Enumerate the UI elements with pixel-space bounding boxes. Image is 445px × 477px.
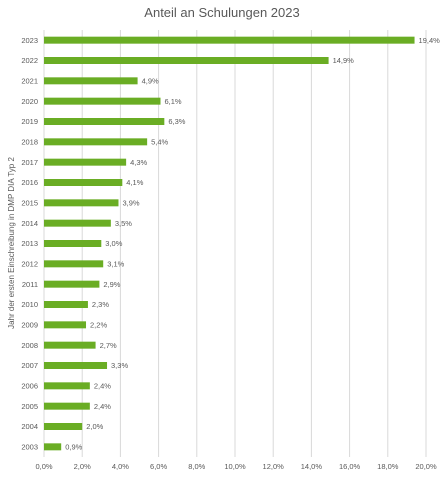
data-label: 2,2% [90, 321, 107, 330]
data-label: 2,4% [94, 382, 111, 391]
x-tick-label: 10,0% [224, 462, 246, 471]
y-tick-label: 2014 [21, 219, 38, 228]
y-tick-label: 2017 [21, 158, 38, 167]
data-label: 3,9% [122, 199, 139, 208]
data-label: 2,7% [100, 341, 117, 350]
data-label: 6,3% [168, 117, 185, 126]
bar [44, 341, 96, 349]
x-tick-label: 18,0% [377, 462, 399, 471]
bar [44, 179, 123, 186]
bar [44, 382, 90, 390]
x-tick-label: 4,0% [112, 462, 129, 471]
data-label: 2,3% [92, 300, 109, 309]
y-tick-labels: 2023 2022 2021 2020 2019 2018 2017 2016 2015 2014… [21, 36, 38, 452]
data-label: 4,1% [126, 178, 143, 187]
data-label: 3,5% [115, 219, 132, 228]
data-label: 2,4% [94, 402, 111, 411]
bar [44, 158, 127, 166]
y-tick-label: 2009 [21, 321, 38, 330]
data-label: 2,9% [103, 280, 120, 289]
y-tick-label: 2018 [21, 138, 38, 147]
bar [44, 36, 415, 44]
x-tick-label: 14,0% [301, 462, 323, 471]
bar [44, 280, 100, 288]
y-tick-label: 2020 [21, 97, 38, 106]
data-label: 19,4% [419, 36, 441, 45]
bar [44, 443, 62, 451]
bar [44, 138, 148, 146]
y-tick-label: 2019 [21, 117, 38, 126]
chart-title: Anteil an Schulungen 2023 [144, 5, 299, 20]
bar [44, 321, 87, 329]
data-label: 6,1% [165, 97, 182, 106]
x-tick-label: 20,0% [415, 462, 437, 471]
x-tick-label: 12,0% [263, 462, 285, 471]
y-tick-label: 2006 [21, 382, 38, 391]
bar [44, 240, 102, 247]
y-tick-label: 2004 [21, 422, 38, 431]
x-tick-label: 16,0% [339, 462, 361, 471]
bar [44, 260, 104, 268]
bar [44, 219, 111, 227]
y-tick-label: 2022 [21, 56, 38, 65]
bars [44, 36, 415, 451]
y-axis-label: Jahr der ersten Einschreibung in DMP DIA… [7, 157, 16, 329]
data-label: 0,9% [65, 443, 82, 452]
bar [44, 362, 108, 369]
x-tick-label: 8,0% [188, 462, 205, 471]
data-label: 3,3% [111, 361, 128, 370]
x-tick-label: 2,0% [74, 462, 91, 471]
y-tick-label: 2016 [21, 178, 38, 187]
data-label: 4,3% [130, 158, 147, 167]
bar [44, 199, 119, 207]
y-tick-label: 2021 [21, 77, 38, 86]
y-tick-label: 2011 [22, 280, 38, 289]
data-label: 14,9% [333, 56, 355, 65]
y-tick-label: 2007 [21, 361, 38, 370]
x-tick-labels: 0,0% 2,0% 4,0% 6,0% 8,0% 10,0% 12,0% 14,0% 16,0%… [35, 462, 437, 471]
y-tick-label: 2012 [21, 260, 38, 269]
x-tick-label: 0,0% [35, 462, 52, 471]
bar [44, 402, 90, 410]
bar [44, 118, 165, 125]
data-label: 2,0% [86, 422, 103, 431]
y-tick-label: 2005 [21, 402, 38, 411]
bar [44, 301, 88, 308]
bar [44, 423, 83, 430]
x-tick-label: 6,0% [150, 462, 167, 471]
data-label: 3,0% [105, 239, 122, 248]
bar [44, 97, 161, 105]
data-label: 3,1% [107, 260, 124, 269]
bar [44, 77, 138, 85]
bar [44, 57, 329, 64]
data-label: 5,4% [151, 138, 168, 147]
y-tick-label: 2008 [21, 341, 38, 350]
y-tick-label: 2010 [21, 300, 38, 309]
y-tick-label: 2023 [21, 36, 38, 45]
y-tick-label: 2015 [21, 199, 38, 208]
y-tick-label: 2013 [21, 239, 38, 248]
data-labels: 19,4% 14,9% 4,9% 6,1% 6,3% 5,4% 4,3% 4,1% 3,9% 3,… [65, 36, 440, 452]
data-label: 4,9% [142, 77, 159, 86]
y-tick-label: 2003 [21, 443, 38, 452]
